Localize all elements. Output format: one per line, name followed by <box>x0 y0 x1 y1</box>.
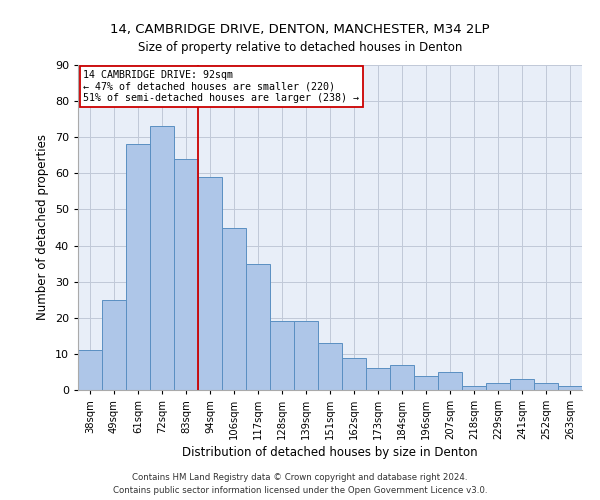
Bar <box>510 379 534 390</box>
Bar <box>534 383 558 390</box>
Bar <box>246 264 270 390</box>
Bar <box>102 300 126 390</box>
Text: Contains public sector information licensed under the Open Government Licence v3: Contains public sector information licen… <box>113 486 487 495</box>
Bar <box>294 322 318 390</box>
Bar <box>222 228 246 390</box>
Bar <box>558 386 582 390</box>
Bar <box>414 376 438 390</box>
Bar <box>390 364 414 390</box>
Text: 14 CAMBRIDGE DRIVE: 92sqm
← 47% of detached houses are smaller (220)
51% of semi: 14 CAMBRIDGE DRIVE: 92sqm ← 47% of detac… <box>83 70 359 103</box>
Bar <box>150 126 174 390</box>
Y-axis label: Number of detached properties: Number of detached properties <box>36 134 49 320</box>
Bar <box>486 383 510 390</box>
Text: Size of property relative to detached houses in Denton: Size of property relative to detached ho… <box>138 41 462 54</box>
Bar <box>342 358 366 390</box>
Bar <box>270 322 294 390</box>
Bar <box>318 343 342 390</box>
Bar <box>462 386 486 390</box>
Text: 14, CAMBRIDGE DRIVE, DENTON, MANCHESTER, M34 2LP: 14, CAMBRIDGE DRIVE, DENTON, MANCHESTER,… <box>110 22 490 36</box>
X-axis label: Distribution of detached houses by size in Denton: Distribution of detached houses by size … <box>182 446 478 460</box>
Bar <box>438 372 462 390</box>
Bar <box>126 144 150 390</box>
Bar <box>198 177 222 390</box>
Text: Contains HM Land Registry data © Crown copyright and database right 2024.: Contains HM Land Registry data © Crown c… <box>132 474 468 482</box>
Bar <box>366 368 390 390</box>
Bar <box>174 159 198 390</box>
Bar <box>78 350 102 390</box>
